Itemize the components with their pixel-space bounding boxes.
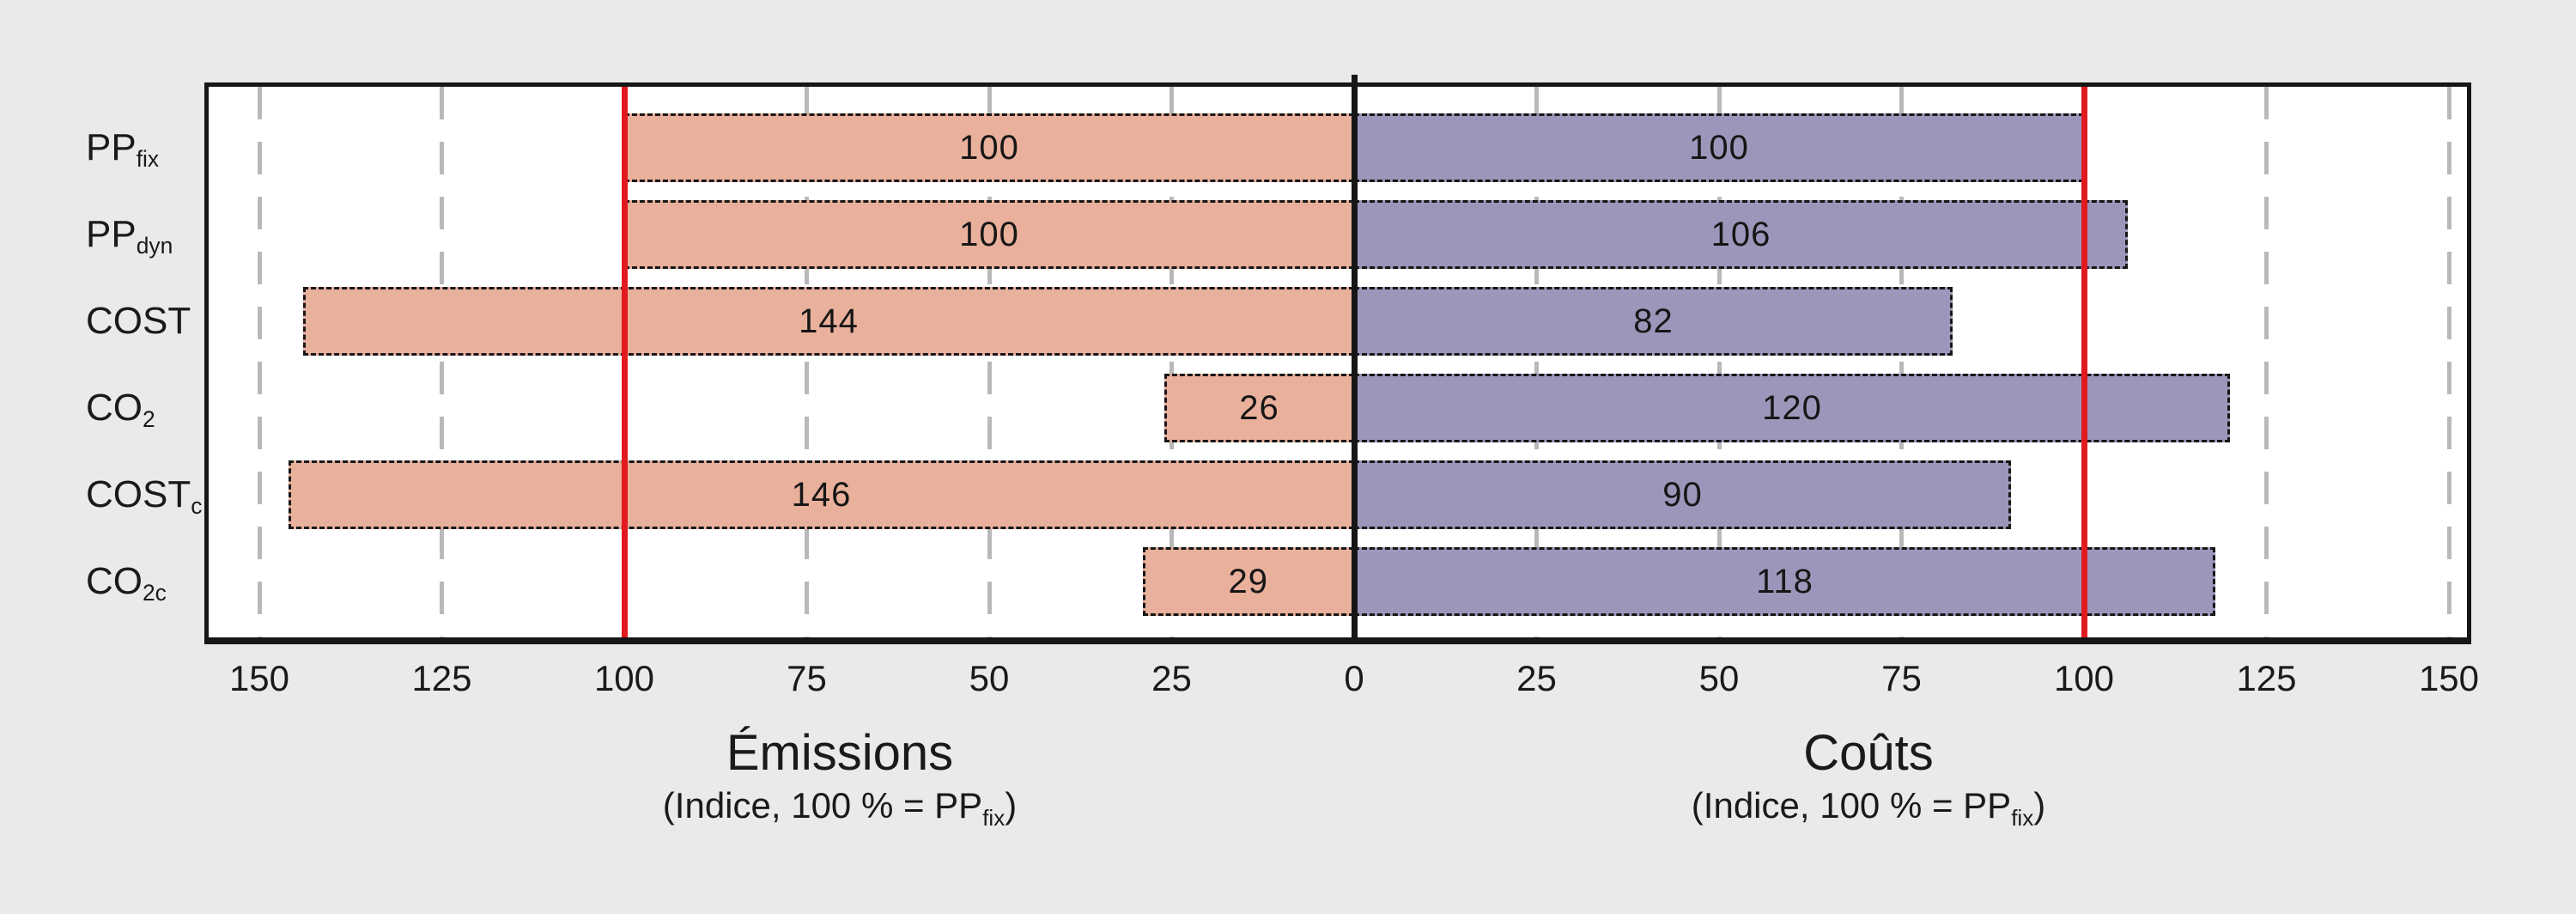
category-label-co2c: CO2c: [86, 556, 167, 607]
category-label-co2: CO2: [86, 382, 155, 434]
gridline: [1899, 87, 1904, 637]
category-label-ppfix: PPfix: [86, 122, 159, 174]
bar-value-label: 106: [1710, 215, 1771, 253]
axis-subtitle-costs-text: (Indice, 100 % = PPfix): [1692, 783, 2045, 840]
costs-bar-cost: 82: [1354, 287, 1953, 356]
reference-line-100: [621, 87, 628, 637]
subtitle-sub: fix: [2011, 805, 2034, 832]
bar-value-label: 29: [1228, 562, 1268, 600]
category-label-ppdyn: PPdyn: [86, 209, 173, 260]
subtitle-post: ): [2033, 785, 2046, 826]
x-tick-label: 100: [593, 658, 655, 698]
category-label-base: PP: [86, 213, 137, 255]
axis-title-emissions: Émissions (Indice, 100 % = PPfix): [663, 727, 1017, 840]
category-label-cost: COST: [86, 296, 191, 347]
emissions-bar-co2: 26: [1164, 374, 1354, 442]
subtitle-pre: (Indice, 100 % = PP: [1691, 785, 2012, 826]
axis-title-emissions-text: Émissions: [726, 725, 954, 781]
x-tick-label: 150: [2418, 658, 2480, 698]
emissions-bar-ppdyn: 100: [624, 200, 1354, 269]
bar-value-label: 100: [1689, 128, 1749, 167]
x-tick-label: 125: [411, 658, 472, 698]
bar-value-label: 146: [791, 475, 852, 514]
plot-area: 100 100 144 26 146 29 100 106 82 120 90 118: [204, 75, 2471, 644]
x-tick-label: 50: [969, 658, 1010, 698]
gridline: [1716, 87, 1722, 637]
axis-subtitle-emissions-text: (Indice, 100 % = PPfix): [663, 783, 1017, 840]
category-label-subscript: dyn: [136, 232, 173, 259]
gridline: [2446, 87, 2451, 637]
x-tick-label: 125: [2236, 658, 2297, 698]
reference-line-100: [2081, 87, 2087, 637]
x-tick-label: 75: [1881, 658, 1922, 698]
zero-line: [1351, 75, 1358, 637]
gridline: [257, 87, 262, 637]
x-tick-label: 25: [1516, 658, 1557, 698]
category-label-subscript: c: [191, 492, 203, 519]
emissions-bar-cost: 144: [303, 287, 1354, 356]
category-label-base: COST: [86, 300, 191, 342]
emissions-bar-co2c: 29: [1142, 547, 1354, 616]
bar-value-label: 100: [959, 215, 1019, 253]
x-tick-label: 150: [228, 658, 290, 698]
category-label-base: COST: [86, 473, 191, 515]
emissions-bar-ppfix: 100: [624, 113, 1354, 182]
category-label-base: CO: [86, 387, 143, 429]
subtitle-post: ): [1005, 785, 1018, 826]
axis-title-costs-text: Coûts: [1803, 725, 1934, 781]
category-label-subscript: 2: [143, 405, 155, 432]
subtitle-pre: (Indice, 100 % = PP: [662, 785, 983, 826]
bar-value-label: 90: [1662, 475, 1703, 514]
gridline: [805, 87, 809, 637]
x-tick-label: 0: [1344, 658, 1364, 698]
costs-bar-ppdyn: 106: [1354, 200, 2128, 269]
gridline: [987, 87, 992, 637]
x-tick-label: 25: [1151, 658, 1192, 698]
category-label-costc: COSTc: [86, 469, 202, 521]
costs-bar-costc: 90: [1354, 460, 2011, 529]
category-label-base: PP: [86, 126, 137, 168]
x-tick-label: 100: [2053, 658, 2115, 698]
gridline: [1170, 87, 1174, 637]
gridline: [1534, 87, 1539, 637]
subtitle-sub: fix: [982, 805, 1005, 832]
costs-bar-co2: 120: [1354, 374, 2230, 442]
category-label-base: CO: [86, 560, 143, 602]
bar-value-label: 120: [1762, 388, 1822, 427]
emissions-bar-costc: 146: [289, 460, 1354, 529]
bar-value-label: 100: [959, 128, 1019, 167]
bar-value-label: 144: [799, 302, 859, 340]
axis-title-costs: Coûts (Indice, 100 % = PPfix): [1692, 727, 2045, 840]
gridline: [2264, 87, 2269, 637]
category-label-subscript: 2c: [143, 579, 167, 606]
x-tick-label: 75: [787, 658, 827, 698]
costs-bar-co2c: 118: [1354, 547, 2215, 616]
bar-value-label: 26: [1239, 388, 1279, 427]
costs-bar-ppfix: 100: [1354, 113, 2084, 182]
gridline: [440, 87, 444, 637]
x-tick-label: 50: [1698, 658, 1740, 698]
category-label-subscript: fix: [136, 145, 160, 172]
bar-value-label: 82: [1633, 302, 1674, 340]
bar-value-label: 118: [1756, 562, 1814, 600]
